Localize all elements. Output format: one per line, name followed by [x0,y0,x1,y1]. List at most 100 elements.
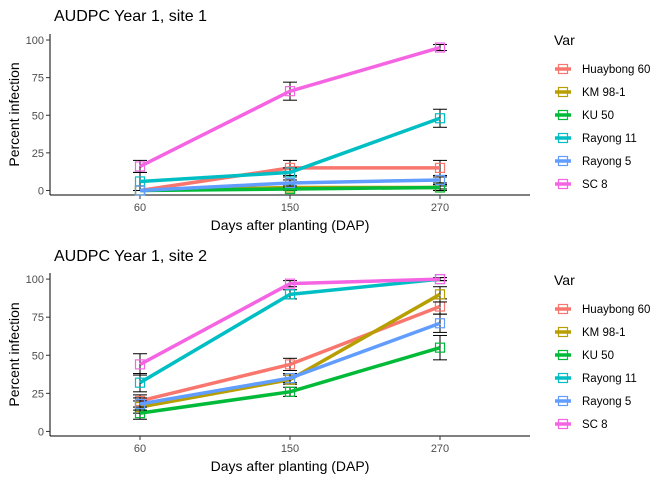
series-line [139,277,441,366]
legend-item: SC 8 [555,418,608,431]
legend-label: Huaybong 60 [582,64,650,76]
legend-item: KM 98-1 [555,326,625,339]
legend-item: KU 50 [555,109,614,122]
data-point [284,359,296,370]
data-point [284,278,296,289]
y-axis-title: Percent infection [6,302,22,406]
chart-title: AUDPC Year 1, site 1 [54,8,207,25]
series-line [139,45,441,168]
data-point [284,167,296,178]
legend-key-marker [557,155,569,167]
legend-label: SC 8 [582,419,608,431]
legend-label: KU 50 [582,350,614,362]
data-point [284,177,296,189]
legend-label: SC 8 [582,179,608,191]
data-point [134,377,146,388]
legend-label: KU 50 [582,110,614,122]
legend-label: Rayong 5 [582,156,631,168]
x-tick-label: 60 [134,443,146,455]
legend-item: Rayong 11 [555,372,637,385]
y-tick-label: 0 [38,185,44,197]
data-point [134,161,146,172]
series-sc-8 [133,42,447,173]
data-point [434,162,446,174]
legend-key-marker [557,178,569,190]
y-tick-label: 75 [32,312,44,324]
data-point [434,113,446,124]
data-point [434,42,446,53]
legend-key-marker [557,86,569,98]
y-tick-label: 0 [38,426,44,438]
legend-label: Rayong 11 [582,373,637,385]
data-point [284,289,296,300]
legend-key-marker [557,303,569,315]
data-point [434,273,446,285]
data-point [134,398,146,410]
data-point [284,86,296,97]
series-line [139,178,441,193]
legend-key-marker [557,63,569,75]
series-ku-50 [133,334,447,420]
legend: Var Huaybong 60 KM 98-1 KU 50 Rayong 11 Rayon… [554,32,650,191]
legend-key-marker [557,349,569,361]
series-sc-8 [133,273,447,376]
data-point [134,359,146,370]
x-tick-label: 60 [134,202,146,214]
legend-title: Var [554,32,575,48]
series-line [139,277,441,385]
legend-label: KM 98-1 [582,327,625,339]
legend-item: KU 50 [555,349,614,362]
series-line [139,116,441,184]
legend-item: Rayong 5 [555,155,631,168]
legend-key-marker [557,132,569,144]
data-point [434,318,446,329]
legend-key-marker [557,372,569,384]
series-rayong-5 [133,313,447,411]
series-line [139,321,441,406]
y-axis-title: Percent infection [6,62,22,166]
x-tick-label: 150 [281,443,299,455]
x-tick-label: 270 [431,443,449,455]
series-line [139,345,441,415]
legend: Var Huaybong 60 KM 98-1 KU 50 Rayong 11 Rayon… [554,272,650,431]
series-line [139,304,441,403]
y-tick-label: 25 [32,388,44,400]
y-tick-label: 50 [32,110,44,122]
x-tick-label: 270 [431,202,449,214]
legend-item: Rayong 5 [555,395,631,408]
legend-label: Huaybong 60 [582,304,650,316]
y-tick-label: 100 [26,35,44,47]
legend-label: KM 98-1 [582,87,625,99]
x-axis-title: Days after planting (DAP) [211,217,370,233]
data-point [434,342,446,353]
chart-panel-2: AUDPC Year 1, site 2 0 25 50 75 100 60 150 270 Da… [6,248,650,474]
series-huaybong-60 [133,298,447,408]
data-point [284,386,296,397]
legend-title: Var [554,272,575,288]
x-axis-title: Days after planting (DAP) [211,458,370,474]
legend-label: Rayong 5 [582,396,631,408]
y-tick-label: 75 [32,73,44,85]
y-tick-label: 50 [32,350,44,362]
data-point [134,185,146,196]
chart-title: AUDPC Year 1, site 2 [54,248,207,265]
data-point [434,174,446,186]
legend-key-marker [557,326,569,338]
y-tick-label: 25 [32,148,44,160]
legend-item: SC 8 [555,178,608,191]
y-tick-label: 100 [26,274,44,286]
x-tick-label: 150 [281,202,299,214]
legend-item: Huaybong 60 [555,303,650,316]
series-rayong-5 [134,174,447,196]
data-point [284,373,296,384]
legend-key-marker [557,395,569,407]
legend-item: Rayong 11 [555,132,637,145]
legend-key-marker [557,418,569,430]
data-point [434,289,446,300]
legend-key-marker [557,109,569,121]
series-line [139,185,441,193]
legend-item: KM 98-1 [555,86,625,99]
chart-panel-1: AUDPC Year 1, site 1 0 25 50 75 100 60 150 270 Da… [6,8,650,233]
